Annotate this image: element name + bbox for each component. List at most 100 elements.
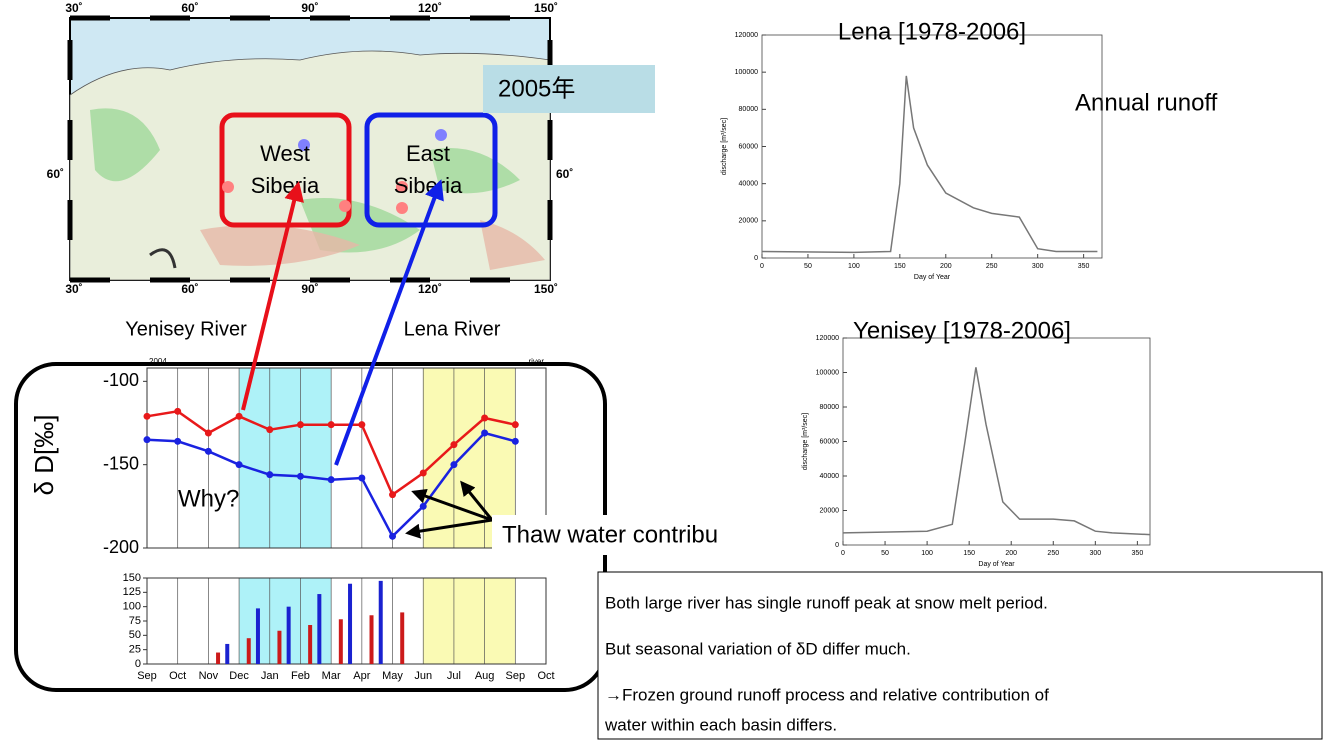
isotope-point — [328, 476, 335, 483]
isotope-point — [420, 470, 427, 477]
y-axis-label: δ D[‰] — [29, 415, 59, 496]
x-axis-label: Day of Year — [978, 561, 1015, 568]
x-tick-label: 350 — [1078, 263, 1090, 270]
x-tick-label: 350 — [1132, 550, 1144, 557]
x-tick-label: Oct — [537, 670, 554, 682]
bar — [225, 644, 229, 664]
lon-label: 150˚ — [534, 282, 558, 296]
x-tick-label: 150 — [894, 263, 906, 270]
bar — [348, 584, 352, 664]
chart-title: Yenisey [1978-2006] — [853, 317, 1071, 344]
bar — [400, 612, 404, 664]
plot-frame — [843, 338, 1150, 545]
lon-label: 90˚ — [301, 1, 318, 15]
y-tick-label: -200 — [103, 537, 139, 557]
region-label: West — [260, 141, 310, 166]
bar — [277, 631, 281, 664]
bar — [379, 581, 383, 664]
winter-band — [239, 368, 331, 548]
map — [70, 18, 655, 280]
note: But seasonal variation of δD differ much… — [605, 639, 911, 658]
y-tick-label: 50 — [129, 629, 141, 641]
panel-annotation: river — [528, 357, 544, 366]
lat-label: 60˚ — [47, 167, 64, 181]
y-tick-label: 0 — [835, 542, 839, 549]
plot-frame — [762, 35, 1102, 258]
x-tick-label: 150 — [963, 550, 975, 557]
x-tick-label: 300 — [1032, 263, 1044, 270]
y-tick-label: 150 — [123, 572, 141, 584]
isotope-point — [236, 461, 243, 468]
isotope-point — [144, 413, 151, 420]
y-tick-label: 100000 — [816, 369, 839, 376]
site — [222, 181, 234, 193]
bar — [247, 638, 251, 664]
bar — [308, 625, 312, 664]
y-tick-label: 20000 — [739, 218, 759, 225]
river-label: Lena River — [404, 318, 501, 340]
x-tick-label: 50 — [804, 263, 812, 270]
isotope-point — [481, 430, 488, 437]
annotation: Annual runoff — [1075, 89, 1218, 116]
x-tick-label: 300 — [1089, 550, 1101, 557]
isotope-point — [358, 421, 365, 428]
isotope-point — [512, 438, 519, 445]
x-tick-label: Aug — [475, 670, 495, 682]
x-tick-label: Apr — [353, 670, 370, 682]
isotope-point — [174, 438, 181, 445]
year-label: 2005年 — [498, 75, 575, 102]
y-tick-label: 25 — [129, 644, 141, 656]
isotope-point — [144, 436, 151, 443]
y-tick-label: -100 — [103, 370, 139, 390]
y-tick-label: 40000 — [739, 181, 759, 188]
isotope-point — [420, 503, 427, 510]
x-tick-label: 100 — [921, 550, 933, 557]
panel-title: 2004 — [149, 357, 167, 366]
bar — [339, 619, 343, 664]
isotope-point — [297, 473, 304, 480]
summer-band — [423, 578, 515, 664]
x-tick-label: Feb — [291, 670, 310, 682]
y-axis-label: discharge [m³/sec] — [802, 413, 809, 470]
lon-label: 120˚ — [418, 1, 442, 15]
x-tick-label: 50 — [881, 550, 889, 557]
y-tick-label: 120000 — [735, 32, 758, 39]
bar — [370, 615, 374, 664]
y-tick-label: 60000 — [820, 438, 840, 445]
isotope-point — [512, 421, 519, 428]
x-tick-label: Jun — [414, 670, 432, 682]
isotope-point — [358, 475, 365, 482]
isotope-point — [389, 491, 396, 498]
annotation: Thaw water contribu — [502, 521, 718, 548]
lon-label: 30˚ — [65, 1, 82, 15]
x-tick-label: Sep — [137, 670, 157, 682]
isotope-point — [450, 461, 457, 468]
bar — [287, 607, 291, 664]
isotope-point — [328, 421, 335, 428]
y-tick-label: 75 — [129, 615, 141, 627]
x-tick-label: Dec — [229, 670, 249, 682]
lat-label: 60˚ — [556, 167, 573, 181]
x-tick-label: Mar — [322, 670, 341, 682]
note: water within each basin differs. — [604, 715, 837, 734]
x-tick-label: Nov — [199, 670, 219, 682]
x-tick-label: Jul — [447, 670, 461, 682]
y-tick-label: 100000 — [735, 69, 758, 76]
x-tick-label: 250 — [986, 263, 998, 270]
chart-title: Lena [1978-2006] — [838, 18, 1026, 45]
isotope-point — [205, 430, 212, 437]
annotation: Why? — [178, 485, 239, 512]
x-tick-label: 200 — [940, 263, 952, 270]
isotope-point — [266, 471, 273, 478]
lon-label: 60˚ — [181, 1, 198, 15]
isotope-point — [450, 441, 457, 448]
isotope-point — [481, 415, 488, 422]
lon-label: 90˚ — [301, 282, 318, 296]
page: { "map": { "lon_labels": ["30˚", "60˚", … — [0, 0, 1327, 740]
region-label: East — [406, 141, 450, 166]
x-tick-label: Sep — [506, 670, 526, 682]
site — [435, 129, 447, 141]
y-tick-label: 125 — [123, 586, 141, 598]
bar — [216, 653, 220, 664]
line — [843, 367, 1150, 534]
